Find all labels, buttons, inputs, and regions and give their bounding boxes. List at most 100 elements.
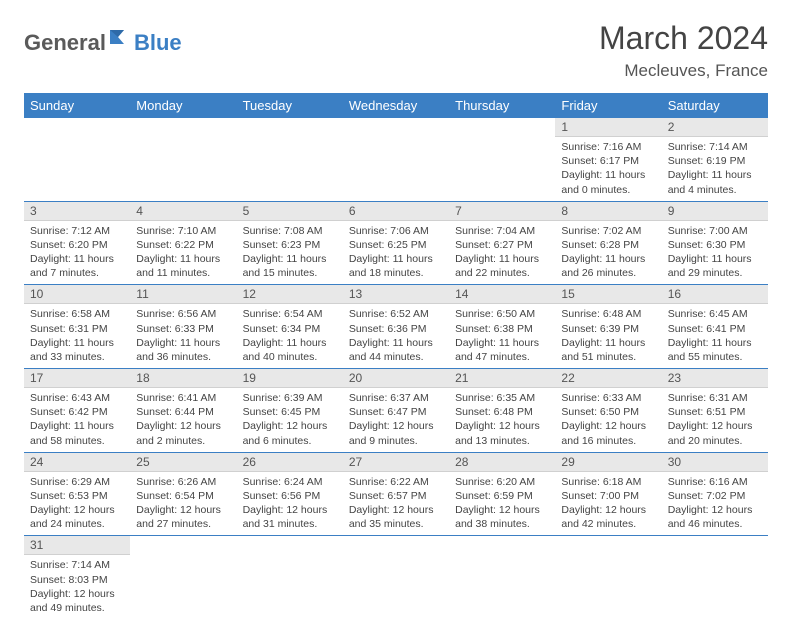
calendar-day-cell: 25Sunrise: 6:26 AMSunset: 6:54 PMDayligh… xyxy=(130,452,236,536)
day-number: 13 xyxy=(343,285,449,304)
day-info-line: and 44 minutes. xyxy=(349,350,443,364)
calendar-day-cell: 15Sunrise: 6:48 AMSunset: 6:39 PMDayligh… xyxy=(555,285,661,369)
day-info-line: and 29 minutes. xyxy=(668,266,762,280)
calendar-empty-cell xyxy=(237,536,343,619)
calendar-week-row: 10Sunrise: 6:58 AMSunset: 6:31 PMDayligh… xyxy=(24,285,768,369)
day-number: 14 xyxy=(449,285,555,304)
day-info-line: Daylight: 12 hours xyxy=(243,419,337,433)
day-info-line: and 13 minutes. xyxy=(455,434,549,448)
day-info-line: and 55 minutes. xyxy=(668,350,762,364)
day-info-line: Sunset: 6:50 PM xyxy=(561,405,655,419)
day-info-line: Sunrise: 7:14 AM xyxy=(668,140,762,154)
day-info-line: and 11 minutes. xyxy=(136,266,230,280)
logo: General Blue xyxy=(24,28,182,57)
day-info-line: Sunset: 6:51 PM xyxy=(668,405,762,419)
day-info-line: and 0 minutes. xyxy=(561,183,655,197)
day-info-line: Sunrise: 6:26 AM xyxy=(136,475,230,489)
day-number: 16 xyxy=(662,285,768,304)
day-content: Sunrise: 7:08 AMSunset: 6:23 PMDaylight:… xyxy=(237,221,343,285)
day-info-line: Sunrise: 7:12 AM xyxy=(30,224,124,238)
day-info-line: Sunset: 6:36 PM xyxy=(349,322,443,336)
day-info-line: and 6 minutes. xyxy=(243,434,337,448)
day-number: 19 xyxy=(237,369,343,388)
day-info-line: Sunrise: 6:33 AM xyxy=(561,391,655,405)
calendar-empty-cell xyxy=(449,536,555,619)
day-content: Sunrise: 6:58 AMSunset: 6:31 PMDaylight:… xyxy=(24,304,130,368)
day-content: Sunrise: 6:43 AMSunset: 6:42 PMDaylight:… xyxy=(24,388,130,452)
day-info-line: Daylight: 11 hours xyxy=(243,252,337,266)
day-content: Sunrise: 6:50 AMSunset: 6:38 PMDaylight:… xyxy=(449,304,555,368)
day-number: 15 xyxy=(555,285,661,304)
day-info-line: Sunrise: 6:37 AM xyxy=(349,391,443,405)
day-info-line: Sunrise: 6:31 AM xyxy=(668,391,762,405)
day-info-line: and 9 minutes. xyxy=(349,434,443,448)
calendar-empty-cell xyxy=(343,536,449,619)
day-info-line: and 31 minutes. xyxy=(243,517,337,531)
day-info-line: Daylight: 11 hours xyxy=(561,168,655,182)
day-number: 29 xyxy=(555,453,661,472)
day-info-line: Sunset: 6:28 PM xyxy=(561,238,655,252)
day-info-line: Daylight: 11 hours xyxy=(349,336,443,350)
day-info-line: Sunset: 6:20 PM xyxy=(30,238,124,252)
calendar-day-cell: 9Sunrise: 7:00 AMSunset: 6:30 PMDaylight… xyxy=(662,201,768,285)
weekday-header: Wednesday xyxy=(343,93,449,118)
day-content: Sunrise: 7:04 AMSunset: 6:27 PMDaylight:… xyxy=(449,221,555,285)
calendar-day-cell: 14Sunrise: 6:50 AMSunset: 6:38 PMDayligh… xyxy=(449,285,555,369)
calendar-empty-cell xyxy=(662,536,768,619)
day-info-line: Sunrise: 7:16 AM xyxy=(561,140,655,154)
calendar-day-cell: 6Sunrise: 7:06 AMSunset: 6:25 PMDaylight… xyxy=(343,201,449,285)
day-number: 3 xyxy=(24,202,130,221)
day-number: 6 xyxy=(343,202,449,221)
day-info-line: Sunset: 6:33 PM xyxy=(136,322,230,336)
calendar-day-cell: 24Sunrise: 6:29 AMSunset: 6:53 PMDayligh… xyxy=(24,452,130,536)
day-number: 25 xyxy=(130,453,236,472)
day-info-line: Daylight: 12 hours xyxy=(136,503,230,517)
day-content: Sunrise: 7:10 AMSunset: 6:22 PMDaylight:… xyxy=(130,221,236,285)
day-info-line: Sunrise: 6:20 AM xyxy=(455,475,549,489)
day-info-line: Daylight: 11 hours xyxy=(243,336,337,350)
calendar-empty-cell xyxy=(130,118,236,201)
day-number: 18 xyxy=(130,369,236,388)
day-content: Sunrise: 7:00 AMSunset: 6:30 PMDaylight:… xyxy=(662,221,768,285)
calendar-day-cell: 20Sunrise: 6:37 AMSunset: 6:47 PMDayligh… xyxy=(343,369,449,453)
day-number: 23 xyxy=(662,369,768,388)
calendar-week-row: 3 Sunrise: 7:12 AMSunset: 6:20 PM Daylight… xyxy=(24,201,768,285)
calendar-week-row: 24Sunrise: 6:29 AMSunset: 6:53 PMDayligh… xyxy=(24,452,768,536)
day-info-line: Sunrise: 6:43 AM xyxy=(30,391,124,405)
day-info-line: and 20 minutes. xyxy=(668,434,762,448)
day-content: Sunrise: 6:52 AMSunset: 6:36 PMDaylight:… xyxy=(343,304,449,368)
day-content: Sunrise: 6:54 AMSunset: 6:34 PMDaylight:… xyxy=(237,304,343,368)
weekday-header: Sunday xyxy=(24,93,130,118)
day-info-line: Daylight: 12 hours xyxy=(455,419,549,433)
calendar-table: SundayMondayTuesdayWednesdayThursdayFrid… xyxy=(24,93,768,619)
calendar-day-cell: 12Sunrise: 6:54 AMSunset: 6:34 PMDayligh… xyxy=(237,285,343,369)
day-info-line: Daylight: 11 hours xyxy=(455,336,549,350)
day-info-line: Sunrise: 6:52 AM xyxy=(349,307,443,321)
logo-text-blue: Blue xyxy=(134,30,182,56)
day-info-line: and 49 minutes. xyxy=(30,601,124,615)
day-info-line: Sunrise: 6:35 AM xyxy=(455,391,549,405)
day-info-line: Daylight: 11 hours xyxy=(349,252,443,266)
calendar-header-row: SundayMondayTuesdayWednesdayThursdayFrid… xyxy=(24,93,768,118)
weekday-header: Friday xyxy=(555,93,661,118)
day-content: Sunrise: 6:39 AMSunset: 6:45 PMDaylight:… xyxy=(237,388,343,452)
day-info-line: and 26 minutes. xyxy=(561,266,655,280)
day-info-line: Sunset: 6:45 PM xyxy=(243,405,337,419)
day-content: Sunrise: 6:18 AMSunset: 7:00 PMDaylight:… xyxy=(555,472,661,536)
day-info-line: Sunrise: 6:24 AM xyxy=(243,475,337,489)
calendar-day-cell: 16Sunrise: 6:45 AMSunset: 6:41 PMDayligh… xyxy=(662,285,768,369)
day-content: Sunrise: 7:02 AMSunset: 6:28 PMDaylight:… xyxy=(555,221,661,285)
day-info-line: Sunset: 6:27 PM xyxy=(455,238,549,252)
calendar-day-cell: 13Sunrise: 6:52 AMSunset: 6:36 PMDayligh… xyxy=(343,285,449,369)
day-info-line: Daylight: 11 hours xyxy=(561,336,655,350)
day-info-line: Daylight: 11 hours xyxy=(668,252,762,266)
day-content: Sunrise: 6:16 AMSunset: 7:02 PMDaylight:… xyxy=(662,472,768,536)
day-number: 22 xyxy=(555,369,661,388)
day-info-line: Sunrise: 6:45 AM xyxy=(668,307,762,321)
day-content: Sunrise: 6:48 AMSunset: 6:39 PMDaylight:… xyxy=(555,304,661,368)
day-number: 12 xyxy=(237,285,343,304)
day-info-line: Sunset: 6:23 PM xyxy=(243,238,337,252)
day-number: 1 xyxy=(555,118,661,137)
day-info-line: Sunrise: 6:58 AM xyxy=(30,307,124,321)
day-info-line: and 58 minutes. xyxy=(30,434,124,448)
